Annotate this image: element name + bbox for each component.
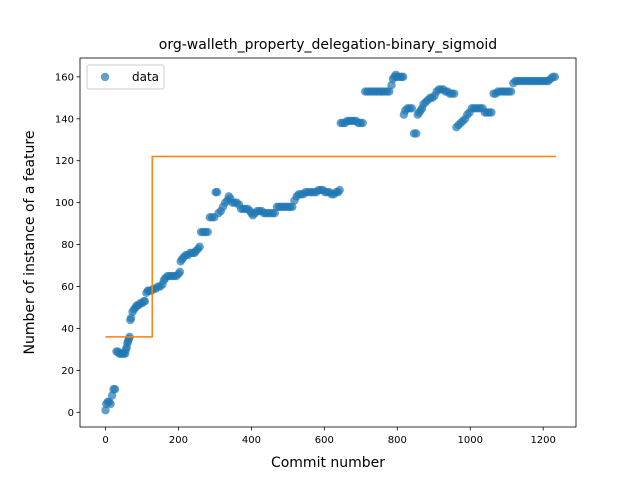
x-tick-label: 1200 bbox=[530, 435, 555, 446]
data-point bbox=[449, 89, 459, 98]
y-tick-label: 140 bbox=[55, 114, 74, 125]
data-point bbox=[212, 187, 222, 197]
x-tick-label: 800 bbox=[388, 435, 407, 446]
data-point bbox=[335, 185, 344, 195]
y-tick-label: 0 bbox=[68, 408, 74, 419]
data-point bbox=[126, 313, 136, 323]
x-tick-label: 0 bbox=[102, 435, 108, 446]
x-axis-ticks: 0 200 400 600 800 1000 1200 bbox=[102, 427, 556, 446]
legend-label: data bbox=[132, 70, 159, 84]
data-point bbox=[140, 297, 150, 306]
y-axis-label: Number of instance of a feature bbox=[22, 131, 38, 355]
x-tick-label: 200 bbox=[169, 435, 188, 446]
y-tick-label: 100 bbox=[55, 198, 74, 209]
y-tick-label: 60 bbox=[61, 282, 74, 293]
x-tick-label: 400 bbox=[242, 435, 261, 446]
data-point bbox=[110, 385, 120, 394]
chart-title: org-walleth_property_delegation-binary_s… bbox=[159, 37, 497, 53]
data-point bbox=[195, 242, 204, 251]
data-point bbox=[398, 72, 408, 82]
x-axis-label: Commit number bbox=[271, 455, 385, 471]
y-tick-label: 80 bbox=[61, 240, 74, 251]
step-line bbox=[105, 155, 556, 338]
data-point bbox=[175, 267, 185, 277]
axes-frame bbox=[79, 57, 577, 428]
data-point bbox=[358, 118, 367, 128]
data-point bbox=[101, 406, 110, 415]
data-point bbox=[387, 81, 396, 90]
data-point bbox=[407, 104, 417, 113]
x-tick-label: 600 bbox=[315, 435, 334, 446]
data-point bbox=[412, 129, 421, 138]
legend-marker bbox=[100, 72, 110, 82]
plot-area: 0 200 400 600 800 1000 1200 0 20 40 60 80 100 120 140… bbox=[55, 57, 577, 446]
y-tick-label: 20 bbox=[61, 366, 74, 377]
data-point bbox=[550, 72, 560, 82]
data-point bbox=[487, 108, 496, 117]
legend: data bbox=[86, 64, 165, 90]
data-point bbox=[203, 227, 212, 237]
x-tick-label: 1000 bbox=[458, 435, 483, 446]
y-axis-ticks: 0 20 40 60 80 100 120 140 160 bbox=[55, 72, 80, 419]
data-point bbox=[506, 87, 516, 96]
legend-box bbox=[86, 64, 165, 90]
y-tick-label: 160 bbox=[55, 72, 74, 83]
y-tick-label: 120 bbox=[55, 156, 74, 167]
data-point bbox=[106, 399, 115, 409]
data-point bbox=[107, 391, 117, 400]
y-tick-label: 40 bbox=[61, 324, 74, 335]
data-marks bbox=[101, 70, 560, 415]
